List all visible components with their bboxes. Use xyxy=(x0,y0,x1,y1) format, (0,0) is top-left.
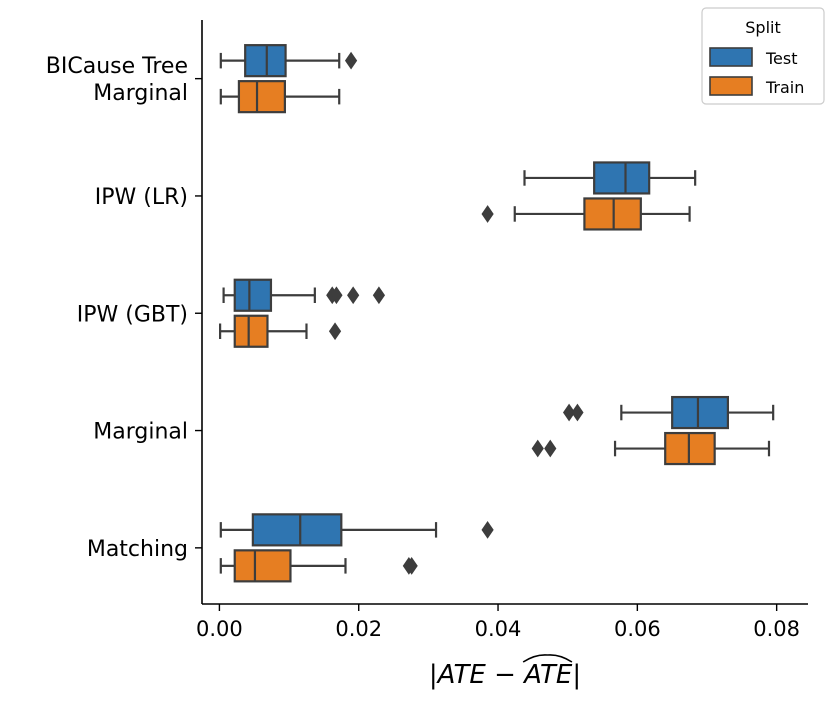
legend-swatch-train xyxy=(709,76,753,96)
outlier-point xyxy=(330,286,343,305)
x-tick-label: 0.06 xyxy=(614,617,661,641)
x-axis-label: |ATE − ATE| xyxy=(429,660,581,690)
outlier-point xyxy=(481,520,494,539)
legend-entry-test: Test xyxy=(709,47,798,68)
legend-title: Split xyxy=(745,18,780,37)
box-group-train xyxy=(219,314,342,348)
iqr-box xyxy=(251,513,343,547)
box-group-train xyxy=(481,197,691,231)
outlier-point xyxy=(405,556,418,575)
outlier-point xyxy=(562,403,576,422)
outlier-point xyxy=(347,286,360,305)
box-group-test xyxy=(219,513,494,547)
iqr-box xyxy=(244,44,287,78)
outlier-point xyxy=(531,439,544,458)
iqr-box xyxy=(233,278,273,312)
box-group-test xyxy=(562,395,775,430)
legend-label-train: Train xyxy=(765,78,804,97)
outlier-point xyxy=(481,205,494,223)
x-tick-label: 0.04 xyxy=(475,617,522,641)
legend-swatch-test xyxy=(709,47,753,67)
x-tick-label: 0.08 xyxy=(753,617,800,641)
x-tick-label: 0.02 xyxy=(335,617,382,641)
x-ticks: 0.00 0.02 0.04 0.06 0.08 xyxy=(196,604,800,641)
iqr-box xyxy=(233,549,292,583)
legend-label-test: Test xyxy=(765,49,798,68)
iqr-box xyxy=(671,395,729,430)
x-axis-label-hat xyxy=(522,654,573,663)
category-label: IPW (LR) xyxy=(95,185,188,210)
x-tick-label: 0.00 xyxy=(196,617,243,641)
box-group-train xyxy=(219,80,341,114)
category-label: Marginal xyxy=(93,420,188,445)
axes: 0.00 0.02 0.04 0.06 0.08 BICause TreeMargina… xyxy=(46,20,808,690)
iqr-box xyxy=(233,314,269,348)
legend: Split Test Train xyxy=(701,7,825,105)
outlier-point xyxy=(328,322,342,341)
box-group-test xyxy=(219,44,358,78)
box-group-train xyxy=(531,431,771,466)
category-label: IPW (GBT) xyxy=(77,302,188,327)
box-group-test xyxy=(222,278,386,312)
plot-marks xyxy=(219,44,775,583)
outlier-point xyxy=(372,286,386,305)
box-group-test xyxy=(523,161,697,195)
category-label: BICause Tree xyxy=(46,54,188,79)
outlier-point xyxy=(571,403,584,422)
outlier-point xyxy=(544,439,557,458)
category-label: Matching xyxy=(87,537,188,562)
outlier-point xyxy=(344,51,358,70)
iqr-box xyxy=(593,161,651,195)
legend-entry-train: Train xyxy=(709,76,804,97)
box-group-train xyxy=(219,549,418,583)
category-label: Marginal xyxy=(93,81,188,106)
iqr-box xyxy=(237,80,286,114)
